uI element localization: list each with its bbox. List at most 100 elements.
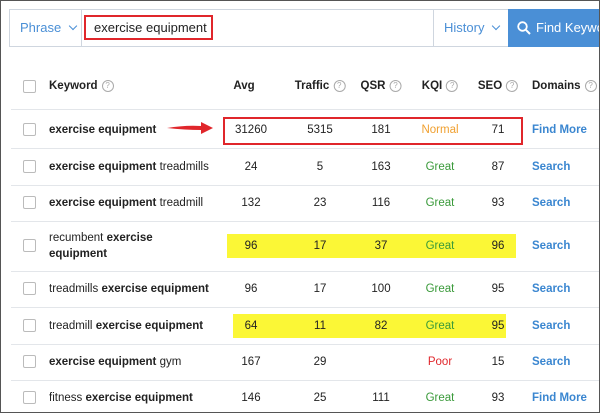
column-header: Domains?	[532, 80, 597, 92]
qsr-cell: 82	[374, 320, 388, 332]
row-separator	[11, 307, 599, 308]
traffic-cell: 17	[313, 283, 327, 295]
domains-link[interactable]: Search	[532, 320, 571, 332]
row-checkbox[interactable]	[23, 239, 36, 252]
avg-cell: 167	[241, 356, 261, 368]
traffic-cell: 25	[313, 392, 327, 404]
info-icon[interactable]: ?	[446, 80, 459, 92]
row-separator	[11, 185, 599, 186]
row-separator	[11, 221, 599, 222]
domains-link[interactable]: Search	[532, 197, 571, 209]
domains-link[interactable]: Find More	[532, 124, 587, 136]
keyword-cell: fitness exercise equipment	[49, 390, 209, 406]
mode-label: Phrase	[20, 20, 62, 35]
column-header: KQI?	[421, 80, 459, 92]
query-text: exercise equipment	[94, 20, 207, 35]
row-checkbox[interactable]	[23, 196, 36, 209]
qsr-cell: 181	[371, 124, 391, 136]
qsr-cell: 163	[371, 161, 391, 173]
qsr-cell: 37	[374, 240, 388, 252]
keyword-cell: recumbent exercise equipment	[49, 230, 209, 262]
kqi-cell: Great	[425, 197, 455, 209]
kqi-cell: Great	[425, 283, 455, 295]
keyword-part: exercise equipment	[101, 283, 209, 295]
domains-link[interactable]: Find More	[532, 392, 587, 404]
row-checkbox[interactable]	[23, 160, 36, 173]
avg-cell: 132	[241, 197, 261, 209]
search-input[interactable]: exercise equipment	[84, 15, 213, 40]
history-label: History	[444, 20, 485, 35]
mode-dropdown[interactable]: Phrase	[10, 10, 82, 46]
header-label: Keyword	[49, 80, 98, 92]
search-icon	[517, 21, 531, 35]
seo-cell: 87	[491, 161, 505, 173]
row-separator	[11, 344, 599, 345]
avg-cell: 24	[244, 161, 258, 173]
traffic-cell: 11	[314, 320, 326, 332]
info-icon[interactable]: ?	[389, 80, 402, 92]
seo-cell: 95	[491, 283, 505, 295]
row-checkbox[interactable]	[23, 282, 36, 295]
avg-cell: 146	[241, 392, 261, 404]
domains-link[interactable]: Search	[532, 356, 571, 368]
header-label: SEO	[477, 80, 503, 92]
keyword-part: exercise equipment	[85, 392, 193, 404]
keyword-part: fitness	[49, 392, 83, 404]
seo-cell: 15	[491, 356, 505, 368]
seo-cell: 71	[491, 124, 505, 136]
column-header: Keyword?	[49, 80, 114, 92]
row-checkbox[interactable]	[23, 355, 36, 368]
keyword-part: exercise equipment	[95, 320, 204, 332]
keyword-part: treadmills	[49, 283, 99, 295]
traffic-cell: 29	[313, 356, 327, 368]
seo-cell: 96	[491, 240, 505, 252]
kqi-cell: Poor	[427, 356, 453, 368]
row-separator	[11, 380, 599, 381]
info-icon[interactable]: ?	[333, 80, 346, 92]
avg-cell: 96	[244, 283, 258, 295]
info-icon[interactable]: ?	[101, 80, 114, 92]
info-icon[interactable]: ?	[506, 80, 519, 92]
header-label: QSR	[360, 80, 386, 92]
header-label: Avg	[233, 80, 255, 92]
traffic-cell: 5315	[307, 124, 333, 136]
row-checkbox[interactable]	[23, 319, 36, 332]
keyword-part: treadmills	[159, 161, 209, 173]
find-label: Find Keywo	[536, 20, 600, 35]
column-header: Avg	[233, 80, 254, 92]
domains-link[interactable]: Search	[532, 240, 571, 252]
column-header: QSR?	[361, 80, 402, 92]
avg-cell: 96	[244, 240, 258, 252]
seo-cell: 93	[491, 392, 505, 404]
header-checkbox[interactable]	[23, 80, 36, 93]
row-separator	[11, 109, 599, 110]
keyword-cell: exercise equipment treadmills	[49, 159, 209, 175]
keyword-part: exercise equipment	[49, 197, 157, 209]
row-separator	[11, 271, 599, 272]
seo-cell: 95	[491, 320, 505, 332]
keyword-part: gym	[159, 356, 182, 368]
header-label: Traffic	[294, 80, 330, 92]
history-dropdown[interactable]: History	[433, 10, 509, 46]
keyword-cell: exercise equipment gym	[49, 354, 209, 370]
keyword-part: treadmill	[49, 320, 93, 332]
qsr-cell: 111	[372, 392, 390, 404]
header-label: Domains	[532, 80, 581, 92]
domains-link[interactable]: Search	[532, 283, 571, 295]
keyword-part: exercise equipment	[49, 232, 153, 260]
row-checkbox[interactable]	[23, 391, 36, 404]
traffic-cell: 17	[313, 240, 327, 252]
keyword-cell: exercise equipment	[49, 122, 209, 138]
column-header: Traffic?	[295, 80, 346, 92]
header-label: KQI	[421, 80, 443, 92]
domains-link[interactable]: Search	[532, 161, 571, 173]
avg-cell: 31260	[235, 124, 267, 136]
search-bar: Phrase exercise equipment History Find K…	[9, 9, 600, 47]
seo-cell: 93	[491, 197, 505, 209]
find-button[interactable]: Find Keywo	[508, 9, 600, 47]
traffic-cell: 5	[316, 161, 324, 173]
keyword-part: exercise equipment	[49, 161, 157, 173]
keyword-cell: treadmill exercise equipment	[49, 318, 209, 334]
row-checkbox[interactable]	[23, 123, 36, 136]
info-icon[interactable]: ?	[584, 80, 597, 92]
